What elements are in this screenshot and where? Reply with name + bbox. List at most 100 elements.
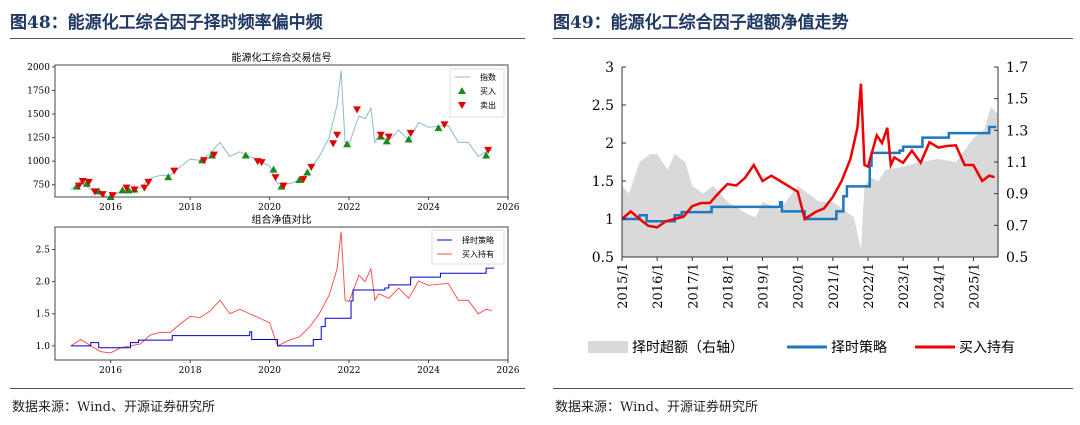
x-tick-label: 2015/1 <box>616 263 631 309</box>
buy-marker <box>295 176 304 184</box>
legend-swatch <box>588 341 628 353</box>
sell-marker <box>90 188 99 196</box>
x-tick-label: 2023/1 <box>897 263 912 309</box>
y-tick-label: 0.5 <box>592 250 614 266</box>
right-title-rule <box>553 38 1073 39</box>
y-tick-label: 1 <box>605 212 614 228</box>
sell-marker <box>209 151 218 159</box>
x-tick-label: 2022 <box>338 203 361 213</box>
x-tick-label: 2019/1 <box>757 263 772 309</box>
right-source: 数据来源：Wind、开源证券研究所 <box>555 400 758 415</box>
x-tick-label: 2020 <box>258 203 281 213</box>
sell-marker <box>144 178 153 186</box>
legend-label: 择时策略 <box>462 235 494 245</box>
legend-label: 择时超额（右轴） <box>632 340 744 356</box>
buy-marker <box>343 140 352 148</box>
left-figure-title: 图48：能源化工综合因子择时频率偏中频 <box>10 13 323 33</box>
sell-marker <box>257 159 266 167</box>
right-figure-title: 图49：能源化工综合因子超额净值走势 <box>553 13 849 33</box>
sell-marker <box>108 192 117 200</box>
sell-marker <box>84 178 93 186</box>
buy-marker <box>269 165 278 173</box>
x-tick-label: 2016 <box>99 203 122 213</box>
y2-tick-label: 0.9 <box>1006 187 1028 203</box>
left-source: 数据来源：Wind、开源证券研究所 <box>12 400 215 415</box>
y-tick-label: 1000 <box>27 157 50 167</box>
legend-label: 买入持有 <box>959 340 1015 356</box>
excess-area <box>622 106 998 257</box>
index-line <box>70 70 493 198</box>
y2-tick-label: 0.7 <box>1006 218 1028 234</box>
buy-marker <box>303 168 312 176</box>
legend-sell-label: 卖出 <box>480 100 496 110</box>
y-tick-label: 2.5 <box>36 245 51 255</box>
x-tick-label: 2021/1 <box>827 263 842 309</box>
y-tick-label: 1.5 <box>36 310 51 320</box>
y-tick-label: 750 <box>33 181 50 191</box>
y2-tick-label: 1.7 <box>1006 60 1028 76</box>
x-tick-label: 2018 <box>179 366 202 376</box>
buy-hold-line <box>70 231 493 354</box>
legend-index-label: 指数 <box>480 72 496 82</box>
timing-strategy-line <box>70 267 495 349</box>
legend-label: 择时策略 <box>831 339 887 356</box>
y-tick-label: 1.5 <box>592 174 614 190</box>
right-source-rule <box>553 388 1073 389</box>
buy-hold-line <box>621 83 995 229</box>
y-tick-label: 2.5 <box>592 98 614 114</box>
x-tick-label: 2018 <box>179 203 202 213</box>
y-tick-label: 2 <box>605 136 614 152</box>
sell-marker <box>384 133 393 141</box>
x-tick-label: 2016/1 <box>651 263 666 309</box>
x-tick-label: 2022/1 <box>862 263 877 309</box>
sell-marker <box>140 184 149 192</box>
buy-marker <box>124 186 133 194</box>
buy-marker <box>404 135 413 143</box>
sell-marker <box>122 184 131 192</box>
buy-marker <box>382 137 391 145</box>
x-tick-label: 2024 <box>417 203 440 213</box>
y2-tick-label: 1.1 <box>1006 155 1028 171</box>
sell-marker <box>78 177 87 185</box>
y-tick-label: 2.0 <box>36 278 51 288</box>
sell-marker <box>307 163 316 171</box>
legend-box <box>431 229 505 265</box>
sell-marker <box>74 182 83 190</box>
y2-tick-label: 1.3 <box>1006 123 1028 139</box>
timing-strategy-line <box>622 125 997 223</box>
sell-marker <box>329 140 338 148</box>
sell-marker <box>299 176 308 184</box>
x-tick-label: 2024 <box>417 366 440 376</box>
sell-marker <box>271 174 280 182</box>
plot-frame <box>54 64 509 198</box>
buy-marker <box>241 151 250 159</box>
x-tick-label: 2026 <box>497 366 520 376</box>
x-tick-label: 2025/1 <box>967 263 982 309</box>
chart-title: 能源化工综合交易信号 <box>232 51 332 64</box>
buy-marker <box>118 186 127 194</box>
x-tick-label: 2018/1 <box>721 263 736 309</box>
buy-marker <box>164 173 173 181</box>
sell-marker <box>98 191 107 199</box>
sell-marker <box>279 182 288 190</box>
legend-label: 买入持有 <box>462 249 494 259</box>
plot-frame <box>54 226 509 361</box>
x-tick-label: 2017/1 <box>686 263 701 309</box>
sell-marker <box>406 129 415 137</box>
sell-marker <box>130 186 139 194</box>
x-tick-label: 2024/1 <box>932 263 947 309</box>
y2-tick-label: 0.5 <box>1006 250 1028 266</box>
sell-marker <box>376 131 385 139</box>
x-tick-label: 2022 <box>338 366 361 376</box>
left-title-rule <box>10 38 525 39</box>
y-tick-label: 1500 <box>27 110 50 120</box>
x-tick-label: 2026 <box>497 203 520 213</box>
left-source-rule <box>10 388 525 389</box>
legend-buy-label: 买入 <box>480 87 496 96</box>
x-tick-label: 2020 <box>258 366 281 376</box>
x-tick-label: 2016 <box>99 366 122 376</box>
y-tick-label: 3 <box>605 60 614 76</box>
y-tick-label: 1.0 <box>36 342 51 352</box>
y2-tick-label: 1.5 <box>1006 92 1028 108</box>
